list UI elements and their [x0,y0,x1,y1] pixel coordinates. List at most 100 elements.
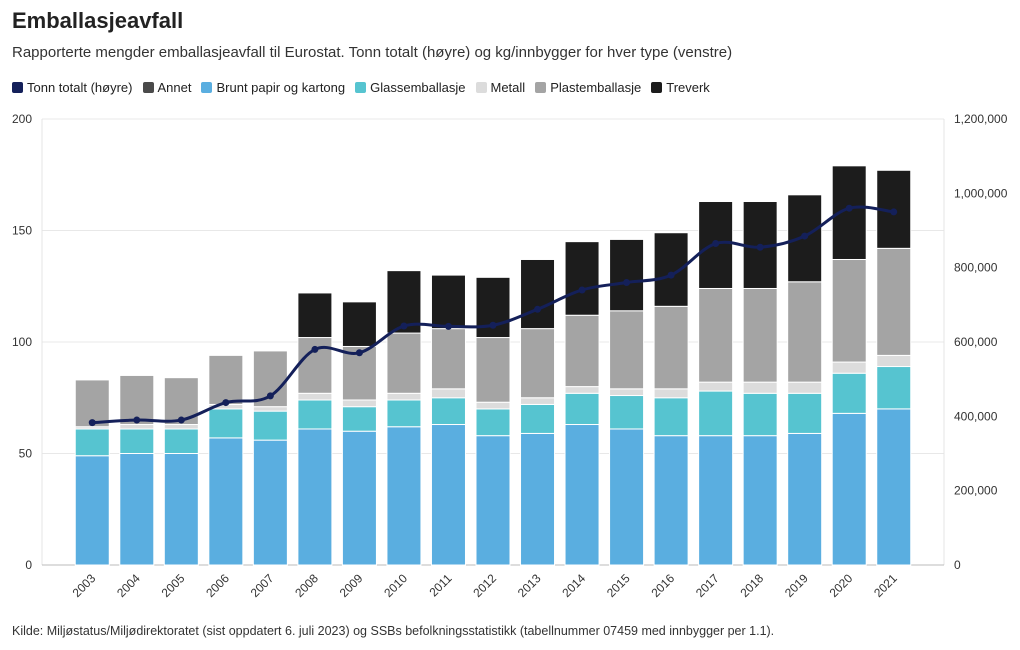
y-right-tick-label: 800,000 [954,261,998,275]
legend-swatch [355,82,367,93]
legend-item[interactable]: Treverk [651,80,710,95]
legend-item[interactable]: Tonn totalt (høyre) [12,80,133,95]
x-tick-label: 2014 [559,571,588,600]
bar-segment [74,379,110,428]
x-tick-label: 2018 [737,571,766,600]
x-tick-label: 2004 [114,571,143,600]
bar-segment [475,401,511,410]
legend-swatch [12,82,23,93]
bar-segment [698,381,734,392]
y-left-tick-label: 0 [25,558,32,572]
bar-segment [430,424,466,566]
line-point [667,271,675,279]
chart-legend: Tonn totalt (høyre) Annet Brunt papir og k… [12,80,710,95]
bar-segment [653,435,689,566]
legend-swatch [535,82,547,93]
x-tick-label: 2021 [871,571,900,600]
bar-segment [787,392,823,434]
bar-segment [609,310,645,390]
x-tick-label: 2020 [827,571,856,600]
legend-label: Brunt papir og kartong [216,80,346,95]
bar-segment [297,399,333,430]
bar-segment [74,455,110,566]
line-point [177,416,185,424]
bar-segment [564,386,600,394]
bar-segment [831,361,867,374]
bar-segment [163,424,199,430]
legend-item[interactable]: Plastemballasje [535,80,641,95]
x-tick-label: 2017 [693,571,722,600]
bar-segment [698,435,734,566]
line-point [88,419,96,427]
legend-item[interactable]: Glassemballasje [355,80,466,95]
line-point [489,321,497,329]
bar-segment [386,332,422,394]
bar-segment [876,354,912,368]
bar-segment [119,428,155,455]
bar-segment [653,305,689,390]
bar-segment [742,381,778,394]
bar-segment [876,247,912,356]
line-point [444,322,452,330]
bar-segment [520,403,556,434]
bar-segment [564,241,600,316]
bar-segment [252,410,288,441]
legend-item[interactable]: Metall [475,80,525,95]
bar-segment [609,238,645,312]
legend-item[interactable]: Annet [142,80,191,95]
line-point [756,243,764,251]
y-left-tick-label: 50 [19,447,33,461]
x-tick-label: 2006 [203,571,232,600]
bar-segment [787,281,823,383]
legend-label: Tonn totalt (høyre) [27,80,133,95]
y-left-tick-label: 150 [12,224,32,238]
bar-segment [787,194,823,283]
chart-subtitle: Rapporterte mengder emballasjeavfall til… [12,44,733,61]
chart-source: Kilde: Miljøstatus/Miljødirektoratet (si… [12,624,775,638]
bar-segment [831,412,867,566]
bar-segment [341,430,377,566]
line-point [890,208,898,216]
line-point [534,305,542,313]
bar-segment [341,406,377,432]
x-tick-label: 2016 [648,571,677,600]
line-point [133,416,141,424]
bar-segment [430,388,466,399]
bar-segment [430,274,466,330]
bar-segment [163,453,199,566]
bar-segment [653,232,689,307]
x-tick-label: 2019 [782,571,811,600]
bar-segment [119,424,155,430]
line-point [400,322,408,330]
bar-segment [475,408,511,437]
line-point [311,345,319,353]
y-right-tick-label: 1,200,000 [954,112,1008,126]
bar-segment [876,408,912,566]
bar-segment [831,258,867,363]
x-tick-label: 2013 [515,571,544,600]
line-point [222,399,230,407]
legend-label: Treverk [666,80,710,95]
bar-segment [475,435,511,566]
line-point [712,240,720,248]
bar-segment [742,392,778,437]
bar-segment [831,372,867,414]
bar-segment [297,392,333,401]
bar-segment [386,392,422,401]
bar-segment [430,328,466,390]
bar-segment [520,328,556,399]
bar-segment [520,397,556,405]
bar-segment [564,424,600,566]
bar-segment [74,428,110,457]
bar-segment [564,314,600,388]
line-point [266,392,274,400]
legend-item[interactable]: Brunt papir og kartong [201,80,345,95]
bar-segment [386,426,422,566]
line-point [801,232,809,240]
legend-swatch [475,82,487,93]
line-point [845,204,853,212]
y-right-tick-label: 400,000 [954,409,998,423]
x-tick-label: 2009 [337,571,366,600]
x-tick-label: 2003 [70,571,99,600]
legend-label: Glassemballasje [370,80,466,95]
